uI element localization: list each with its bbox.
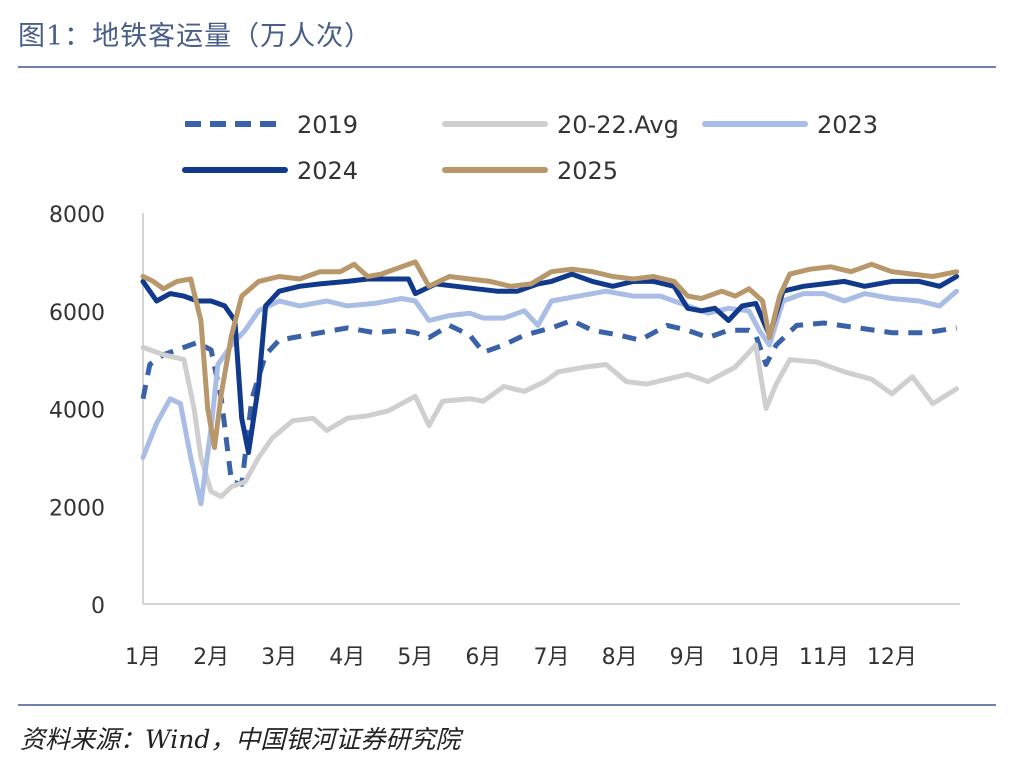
- x-tick-label: 2月: [193, 645, 229, 670]
- chart-series: [140, 259, 960, 507]
- legend-label-2019: 2019: [297, 111, 358, 139]
- y-tick-label: 8000: [49, 203, 105, 228]
- x-tick-label: 5月: [397, 645, 433, 670]
- series-line-2025: [140, 259, 960, 451]
- chart-legend: 2019 20-22.Avg 2023 2024 2025: [182, 111, 878, 185]
- x-tick-label: 6月: [465, 645, 501, 670]
- y-tick-label: 2000: [49, 496, 105, 521]
- series-line-20-22.Avg: [140, 342, 960, 499]
- series-line-2019: [140, 318, 957, 487]
- source-note: 资料来源：Wind，中国银河证券研究院: [20, 725, 461, 754]
- x-tick-label: 4月: [329, 645, 365, 670]
- legend-label-2023: 2023: [817, 111, 878, 139]
- x-tick-label: 9月: [670, 645, 706, 670]
- x-tick-label: 12月: [867, 645, 917, 670]
- x-tick-label: 10月: [731, 645, 781, 670]
- x-tick-label: 8月: [602, 645, 638, 670]
- x-tick-label: 3月: [261, 645, 297, 670]
- x-tick-label: 7月: [534, 645, 570, 670]
- y-tick-label: 0: [91, 594, 105, 619]
- y-tick-label: 4000: [49, 399, 105, 424]
- y-tick-label: 6000: [49, 301, 105, 326]
- page-title: 图1：地铁客运量（万人次）: [18, 21, 373, 52]
- legend-label-20-22.Avg: 20-22.Avg: [557, 111, 679, 139]
- legend-label-2025: 2025: [557, 157, 618, 185]
- x-tick-label: 1月: [125, 645, 161, 670]
- series-line-2023: [140, 288, 960, 507]
- x-tick-label: 11月: [799, 645, 849, 670]
- legend-label-2024: 2024: [297, 157, 358, 185]
- chart-axes: 0 2000 4000 6000 8000 1月 2月 3月 4月 5月 6月 7月 8月 9月 10月 11…: [49, 203, 960, 670]
- bottom-divider: [18, 704, 996, 706]
- top-divider: [18, 66, 996, 68]
